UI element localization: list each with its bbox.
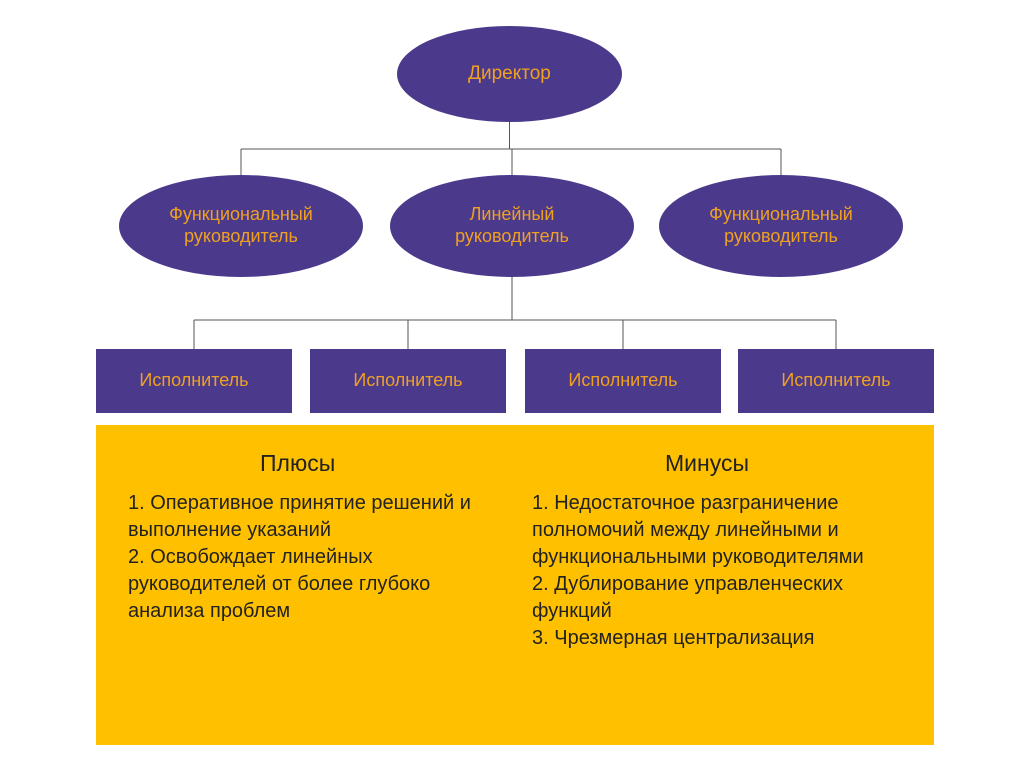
node-executor-4: Исполнитель <box>738 349 934 413</box>
node-executor-1-label: Исполнитель <box>139 370 248 392</box>
node-executor-1: Исполнитель <box>96 349 292 413</box>
node-functional-manager-left: Функциональный руководитель <box>119 175 363 277</box>
pros-title: Плюсы <box>260 450 335 477</box>
node-linear-label: Линейный руководитель <box>455 204 569 247</box>
node-functional-left-label: Функциональный руководитель <box>169 204 313 247</box>
node-executor-3: Исполнитель <box>525 349 721 413</box>
node-director: Директор <box>397 26 622 122</box>
cons-title: Минусы <box>665 450 749 477</box>
node-director-label: Директор <box>468 63 551 86</box>
node-executor-2-label: Исполнитель <box>353 370 462 392</box>
pros-body: 1. Оперативное принятие решений и выполн… <box>128 490 488 625</box>
node-executor-4-label: Исполнитель <box>781 370 890 392</box>
node-functional-right-label: Функциональный руководитель <box>709 204 853 247</box>
cons-body: 1. Недостаточное разграничение полномочи… <box>532 490 912 652</box>
node-linear-manager: Линейный руководитель <box>390 175 634 277</box>
node-executor-3-label: Исполнитель <box>568 370 677 392</box>
node-executor-2: Исполнитель <box>310 349 506 413</box>
node-functional-manager-right: Функциональный руководитель <box>659 175 903 277</box>
